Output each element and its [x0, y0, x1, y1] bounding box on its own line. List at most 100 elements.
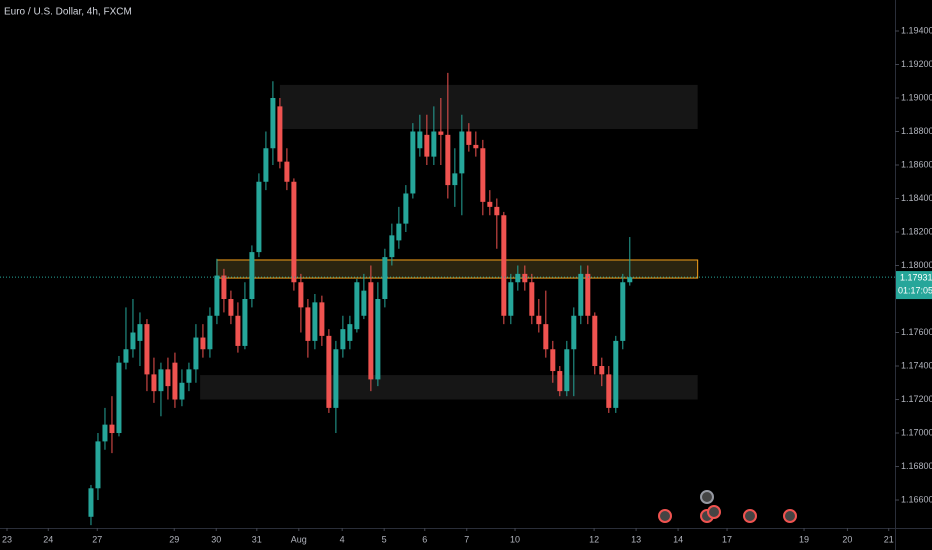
candle-body: [564, 349, 570, 392]
zone: [279, 84, 698, 129]
candle-body: [627, 277, 633, 283]
candle-body: [459, 131, 465, 174]
y-tick-label: 1.18600: [901, 159, 932, 169]
candle-body: [109, 424, 115, 434]
candle-body: [277, 106, 283, 162]
candle-body: [361, 290, 367, 316]
zone: [200, 375, 698, 400]
candle-body: [200, 337, 206, 350]
candle-body: [207, 315, 213, 350]
candle-body: [291, 181, 297, 283]
x-tick-label: 5: [382, 534, 387, 544]
y-tick-label: 1.19000: [901, 92, 932, 102]
x-tick-label: 20: [842, 534, 852, 544]
x-tick-label: 10: [510, 534, 520, 544]
candles: [88, 72, 633, 526]
candle-body: [214, 275, 220, 316]
candle-body: [403, 193, 409, 224]
last-price-tag: [896, 271, 932, 300]
candle-body: [396, 223, 402, 241]
candle-body: [354, 282, 360, 330]
x-tick-label: 4: [340, 534, 345, 544]
y-tick-label: 1.19200: [901, 59, 932, 69]
candle-body: [158, 369, 164, 392]
candle-body: [501, 215, 507, 316]
candle-body: [368, 282, 374, 380]
event-icon[interactable]: [707, 505, 721, 519]
x-tick-label: 13: [631, 534, 641, 544]
candle-body: [550, 349, 556, 372]
candle-body: [473, 144, 479, 149]
candle-body: [585, 273, 591, 316]
candle-body: [347, 324, 353, 341]
candle-body: [263, 148, 269, 182]
candle-body: [179, 382, 185, 400]
candle-body: [529, 282, 535, 316]
event-icon[interactable]: [783, 509, 797, 523]
candle-body: [508, 282, 514, 316]
candle-body: [305, 307, 311, 341]
x-tick-label: 30: [211, 534, 221, 544]
candle-body: [95, 441, 101, 489]
candle-body: [494, 206, 500, 216]
x-tick-label: 27: [92, 534, 102, 544]
candle-body: [543, 324, 549, 350]
candle-body: [221, 275, 227, 300]
candle-body: [382, 257, 388, 300]
candle-body: [130, 332, 136, 350]
x-tick-label: 6: [422, 534, 427, 544]
countdown-label: 01:17:05: [898, 285, 932, 295]
candle-body: [242, 299, 248, 346]
candle-body: [389, 235, 395, 258]
event-icon[interactable]: [700, 490, 714, 504]
x-tick-label: 7: [464, 534, 469, 544]
candle-body: [333, 349, 339, 408]
candle-body: [102, 424, 108, 442]
candle-body: [606, 374, 612, 408]
chart-title: Euro / U.S. Dollar, 4h, FXCM: [4, 7, 132, 18]
y-tick-label: 1.18800: [901, 126, 932, 136]
event-icon[interactable]: [743, 509, 757, 523]
candle-body: [340, 329, 346, 350]
candle-body: [445, 134, 451, 186]
candle-body: [249, 252, 255, 300]
candle-body: [151, 374, 157, 392]
x-tick-label: 14: [673, 534, 683, 544]
candle-body: [466, 131, 472, 145]
y-tick-label: 1.18000: [901, 260, 932, 270]
x-tick-label: 23: [2, 534, 12, 544]
candle-body: [88, 488, 94, 517]
candle-body: [557, 371, 563, 392]
candle-body: [424, 134, 430, 157]
x-tick-label: Aug: [291, 534, 307, 544]
candle-body: [536, 315, 542, 325]
candle-body: [137, 324, 143, 341]
candle-body: [620, 282, 626, 341]
candle-body: [592, 315, 598, 367]
candle-body: [235, 315, 241, 346]
candle-body: [270, 97, 276, 149]
candle-body: [375, 299, 381, 380]
candle-body: [571, 315, 577, 350]
candle-body: [284, 161, 290, 182]
candle-body: [452, 173, 458, 186]
candle-body: [172, 362, 178, 400]
y-tick-label: 1.16800: [901, 461, 932, 471]
candle-body: [431, 131, 437, 157]
candle-body: [165, 369, 171, 387]
candle-body: [123, 349, 129, 363]
y-tick-label: 1.19400: [901, 25, 932, 35]
x-tick-label: 12: [589, 534, 599, 544]
candle-body: [326, 335, 332, 408]
candle-body: [578, 273, 584, 316]
event-icons: [658, 490, 797, 523]
event-icon[interactable]: [658, 509, 672, 523]
candle-body: [116, 362, 122, 434]
x-tick-label: 29: [169, 534, 179, 544]
candle-body: [144, 324, 150, 375]
candle-body: [186, 369, 192, 383]
candle-body: [417, 131, 423, 149]
y-tick-label: 1.18200: [901, 226, 932, 236]
